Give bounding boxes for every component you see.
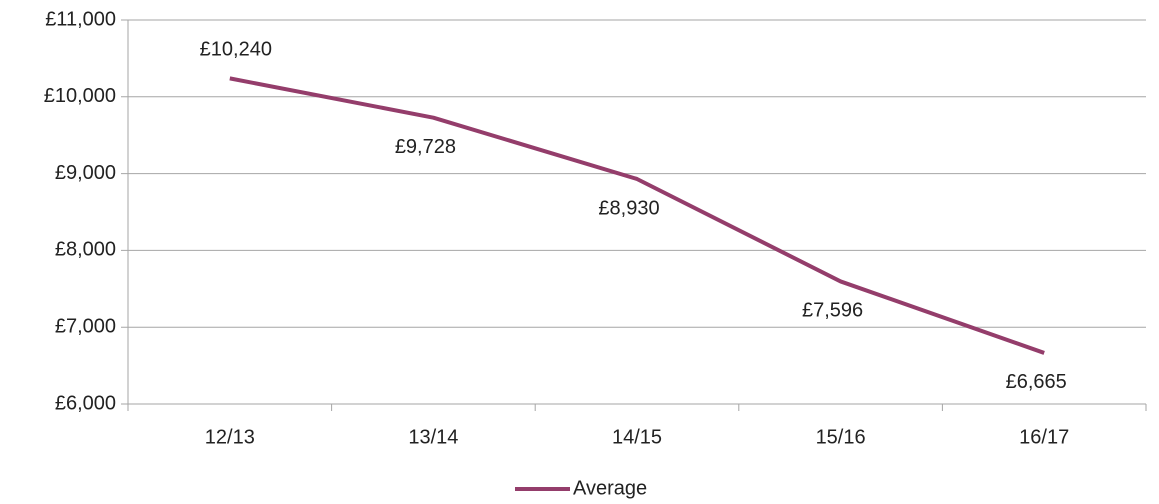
data-label: £7,596: [802, 300, 863, 322]
legend-label: Average: [573, 477, 647, 499]
line: [229, 76, 1045, 355]
x-tick-label: 12/13: [205, 426, 255, 448]
data-label: £9,728: [395, 136, 456, 158]
x-tick-label: 15/16: [816, 426, 866, 448]
data-label: £8,930: [598, 197, 659, 219]
y-tick-label: £6,000: [55, 392, 116, 414]
x-tick-label: 13/14: [408, 426, 458, 448]
y-tick-label: £8,000: [55, 239, 116, 261]
x-tick-label: 14/15: [612, 426, 662, 448]
y-tick-label: £9,000: [55, 162, 116, 184]
y-tick-label: £10,000: [44, 85, 116, 107]
y-tick-label: £7,000: [55, 315, 116, 337]
x-tick-label: 16/17: [1019, 426, 1069, 448]
y-tick-label: £11,000: [45, 8, 116, 30]
data-label: £10,240: [200, 39, 272, 61]
data-label: £6,665: [1006, 371, 1067, 393]
